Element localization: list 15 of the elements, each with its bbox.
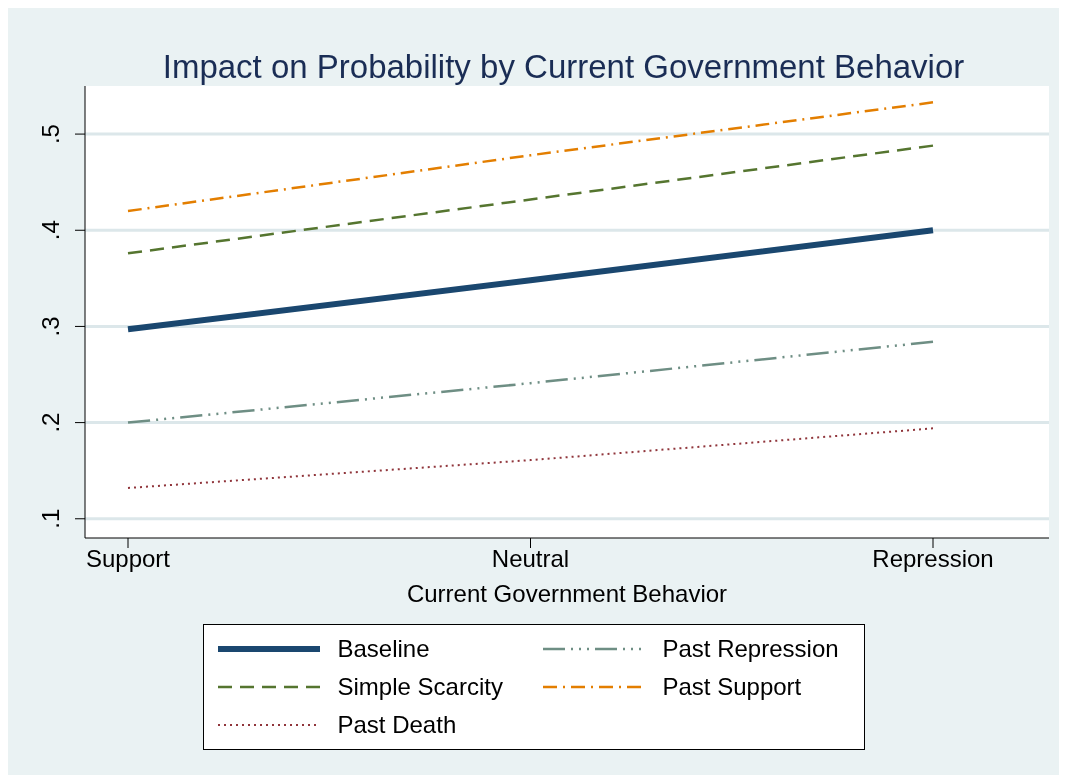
legend-label: Past Support (662, 673, 802, 701)
legend-label: Baseline (337, 635, 430, 663)
legend-label: Past Repression (662, 635, 839, 663)
y-tick-label: .1 (37, 508, 64, 529)
legend-label: Simple Scarcity (337, 673, 503, 701)
legend-label: Past Death (337, 711, 457, 739)
y-tick-label: .2 (37, 412, 64, 433)
y-tick-label: .5 (37, 124, 64, 145)
chart-title: Impact on Probability by Current Government Behavior (161, 47, 966, 86)
y-tick-label: .4 (37, 220, 64, 241)
x-axis-title: Current Government Behavior (406, 580, 728, 607)
y-tick-label: .3 (37, 316, 64, 337)
x-tick-label: Neutral (491, 545, 570, 573)
x-tick-label: Repression (872, 545, 994, 573)
x-tick-label: Support (85, 545, 171, 573)
